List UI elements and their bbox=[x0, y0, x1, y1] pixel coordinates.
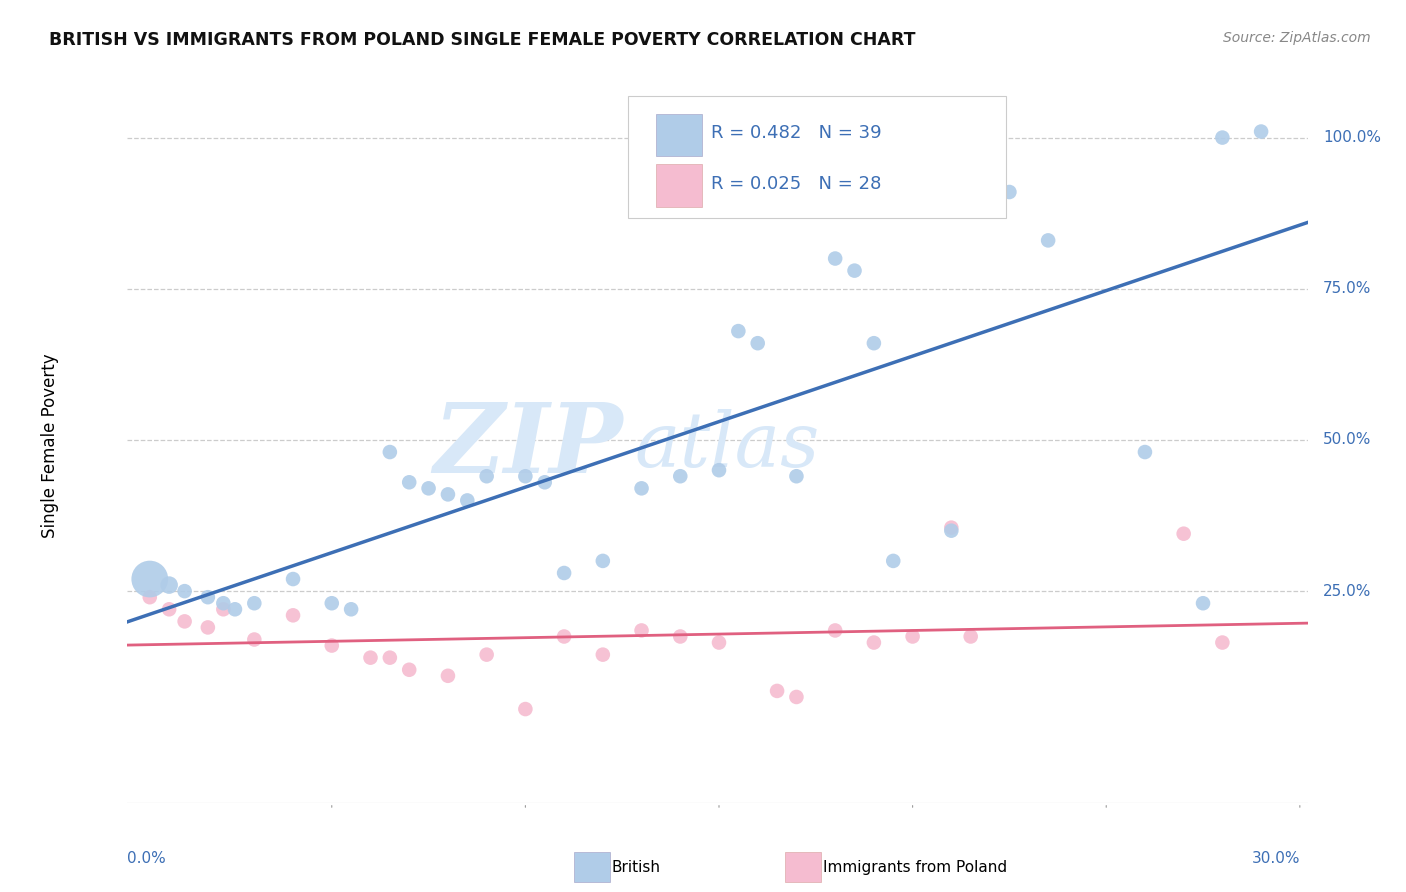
Point bbox=[669, 469, 692, 483]
Text: Source: ZipAtlas.com: Source: ZipAtlas.com bbox=[1223, 31, 1371, 45]
Point bbox=[173, 584, 195, 599]
Point bbox=[139, 572, 162, 586]
Point bbox=[398, 475, 420, 490]
Point bbox=[824, 624, 846, 638]
Text: 100.0%: 100.0% bbox=[1323, 130, 1381, 145]
Point bbox=[378, 445, 401, 459]
Point bbox=[630, 624, 652, 638]
Text: 30.0%: 30.0% bbox=[1251, 851, 1299, 866]
Text: British: British bbox=[612, 860, 661, 874]
FancyBboxPatch shape bbox=[628, 96, 1007, 218]
Point bbox=[941, 524, 963, 538]
Point bbox=[475, 648, 498, 662]
Point bbox=[553, 630, 575, 644]
Text: BRITISH VS IMMIGRANTS FROM POLAND SINGLE FEMALE POVERTY CORRELATION CHART: BRITISH VS IMMIGRANTS FROM POLAND SINGLE… bbox=[49, 31, 915, 49]
Point bbox=[515, 702, 537, 716]
Text: 0.0%: 0.0% bbox=[127, 851, 166, 866]
Text: Immigrants from Poland: Immigrants from Poland bbox=[823, 860, 1007, 874]
Point bbox=[959, 630, 981, 644]
Point bbox=[592, 648, 614, 662]
Point bbox=[437, 487, 460, 501]
Point bbox=[553, 566, 575, 580]
Point bbox=[766, 684, 789, 698]
Point bbox=[1192, 596, 1215, 610]
Point bbox=[707, 463, 730, 477]
Text: atlas: atlas bbox=[634, 409, 820, 483]
Point bbox=[197, 590, 219, 604]
Point bbox=[707, 635, 730, 649]
Point bbox=[959, 130, 981, 145]
Point bbox=[197, 620, 219, 634]
Point bbox=[863, 635, 886, 649]
Point bbox=[139, 590, 162, 604]
Point bbox=[630, 481, 652, 495]
Point bbox=[321, 639, 343, 653]
Point bbox=[173, 615, 195, 629]
Point bbox=[1250, 124, 1272, 138]
Point bbox=[747, 336, 769, 351]
Point bbox=[669, 630, 692, 644]
Point bbox=[785, 469, 807, 483]
Point bbox=[340, 602, 363, 616]
Point bbox=[785, 690, 807, 704]
Point bbox=[243, 596, 266, 610]
Point bbox=[475, 469, 498, 483]
Point bbox=[212, 602, 235, 616]
Point bbox=[824, 252, 846, 266]
Point bbox=[418, 481, 440, 495]
Point bbox=[844, 263, 866, 277]
Point bbox=[998, 185, 1021, 199]
Point bbox=[533, 475, 555, 490]
Point bbox=[882, 554, 904, 568]
Point bbox=[398, 663, 420, 677]
Point bbox=[157, 602, 180, 616]
Point bbox=[941, 521, 963, 535]
Point bbox=[224, 602, 246, 616]
Point bbox=[378, 650, 401, 665]
Point bbox=[1211, 635, 1233, 649]
Point bbox=[1211, 130, 1233, 145]
Point bbox=[901, 630, 924, 644]
Point bbox=[1173, 526, 1195, 541]
Point bbox=[515, 469, 537, 483]
Point bbox=[863, 336, 886, 351]
Point bbox=[281, 608, 304, 623]
Point bbox=[592, 554, 614, 568]
Point bbox=[727, 324, 749, 338]
Point bbox=[979, 124, 1001, 138]
Point bbox=[456, 493, 478, 508]
Text: 75.0%: 75.0% bbox=[1323, 281, 1371, 296]
Text: R = 0.025   N = 28: R = 0.025 N = 28 bbox=[711, 175, 882, 193]
Point bbox=[281, 572, 304, 586]
Text: 25.0%: 25.0% bbox=[1323, 583, 1371, 599]
FancyBboxPatch shape bbox=[655, 164, 702, 207]
Text: Single Female Poverty: Single Female Poverty bbox=[41, 354, 59, 538]
Point bbox=[243, 632, 266, 647]
Point bbox=[437, 669, 460, 683]
Point bbox=[212, 596, 235, 610]
Point bbox=[1133, 445, 1156, 459]
Point bbox=[1036, 233, 1059, 247]
Point bbox=[157, 578, 180, 592]
Text: ZIP: ZIP bbox=[433, 399, 623, 493]
Point bbox=[321, 596, 343, 610]
Point bbox=[360, 650, 382, 665]
Text: R = 0.482   N = 39: R = 0.482 N = 39 bbox=[711, 125, 882, 143]
FancyBboxPatch shape bbox=[655, 114, 702, 156]
Text: 50.0%: 50.0% bbox=[1323, 433, 1371, 448]
